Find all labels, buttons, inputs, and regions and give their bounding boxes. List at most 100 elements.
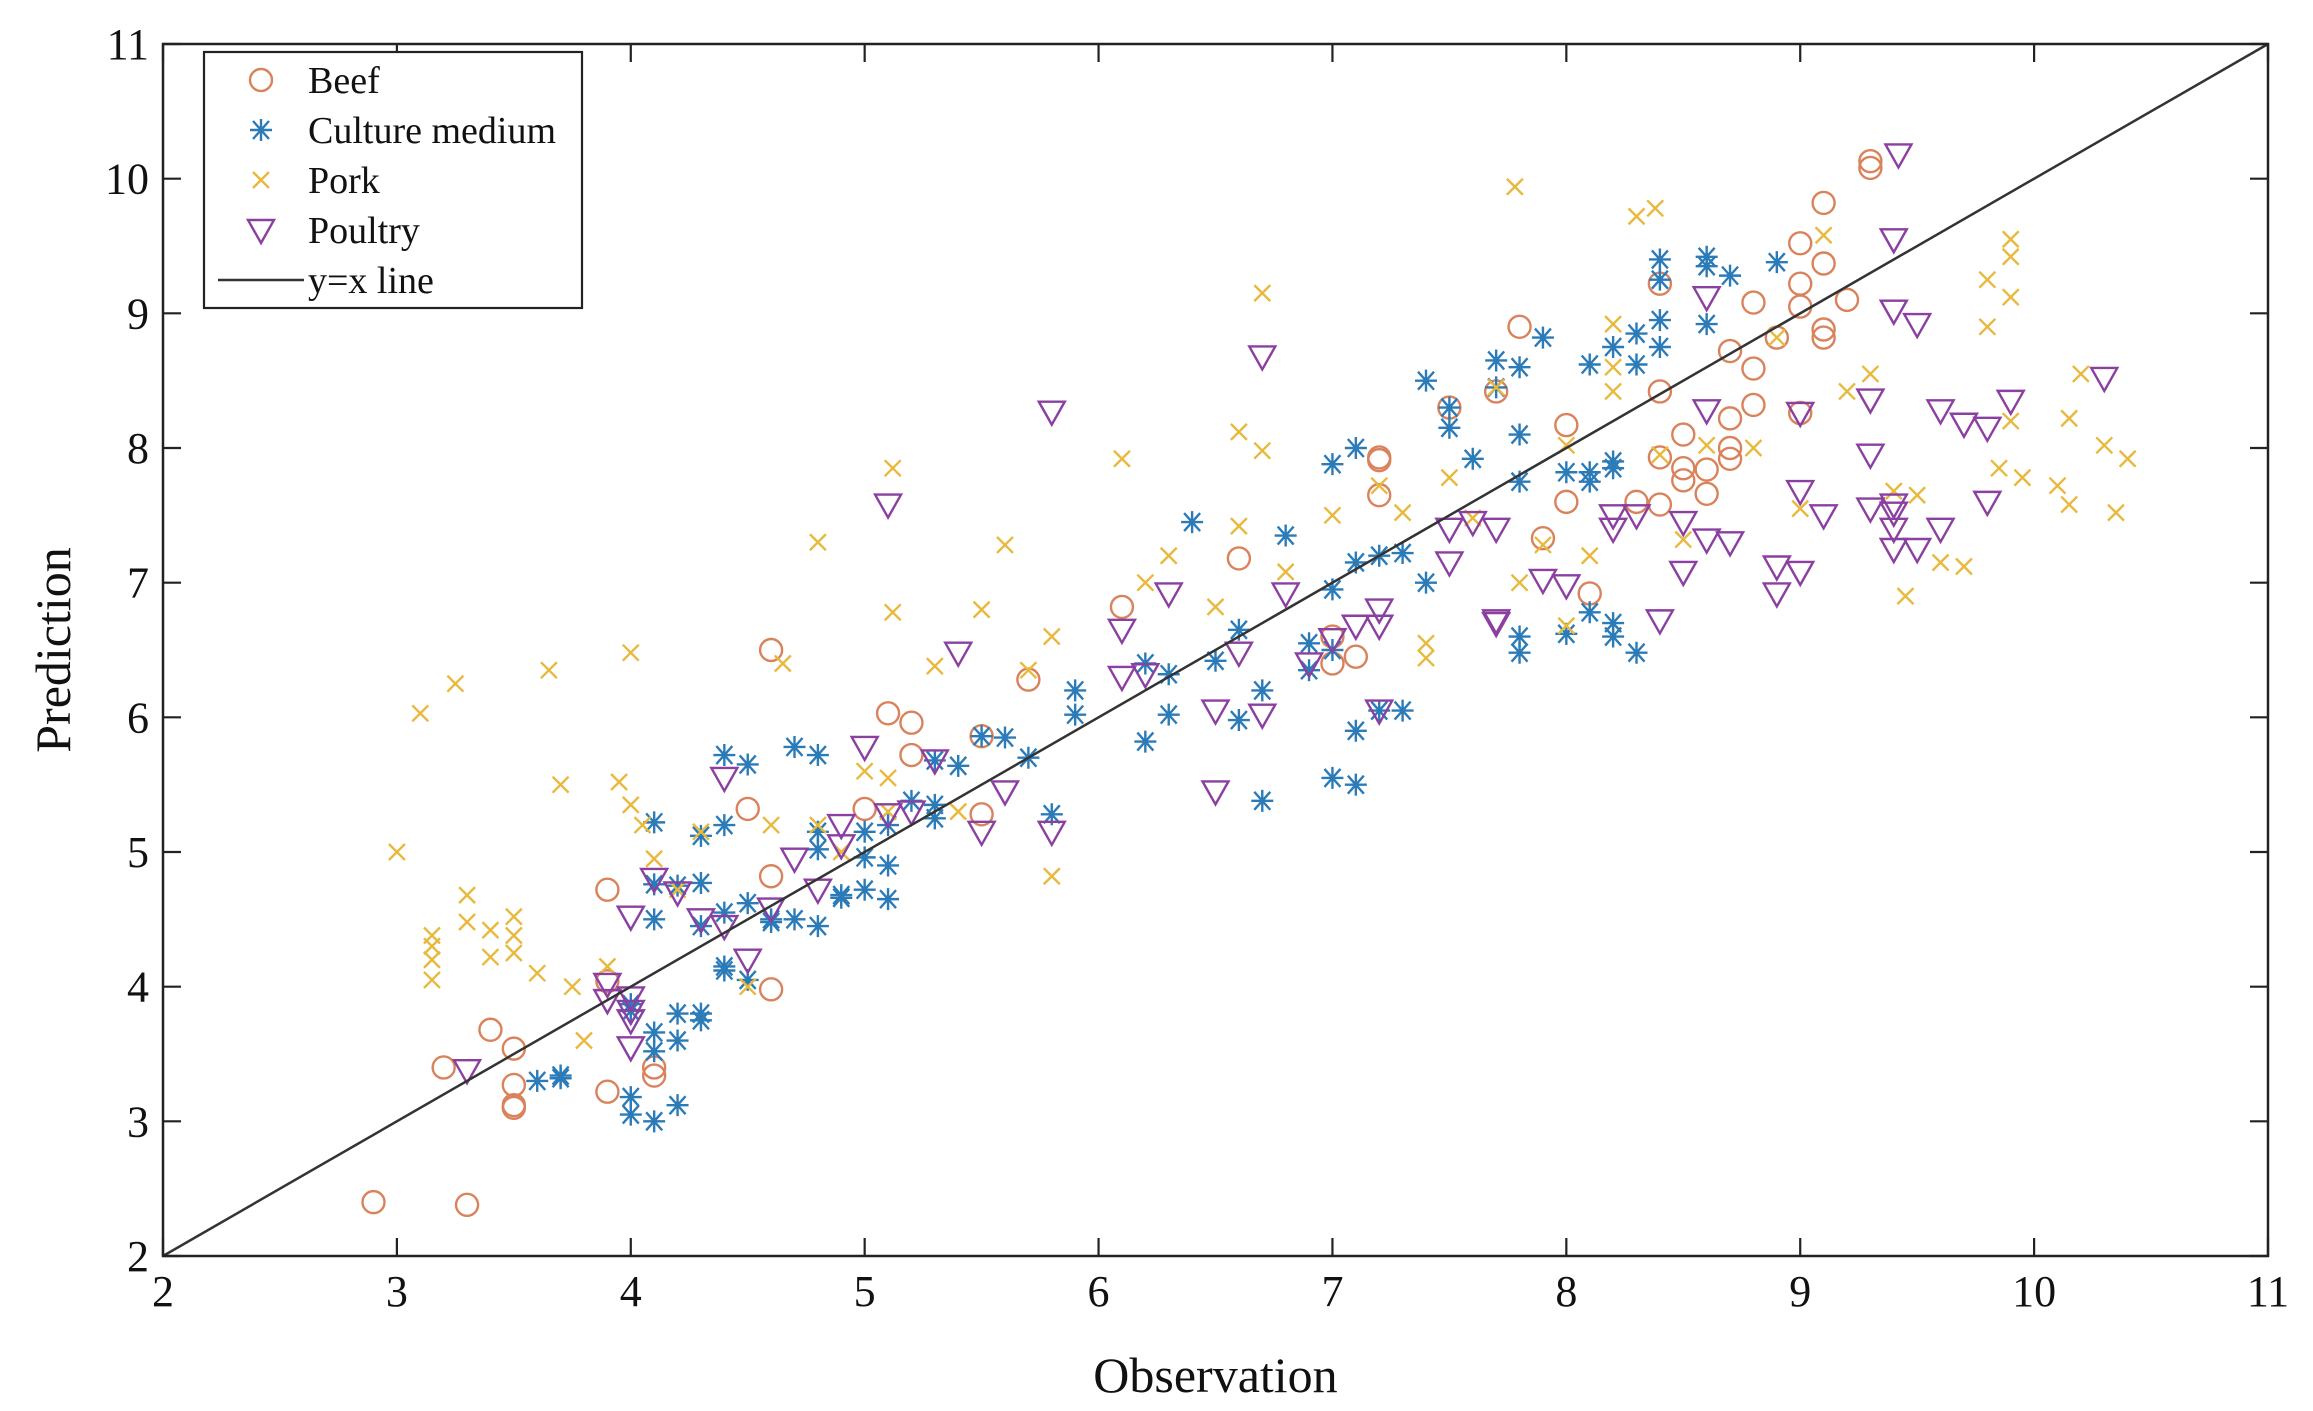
- data-point: [1785, 560, 1816, 588]
- data-point: [758, 637, 784, 663]
- data-point: [1878, 501, 1909, 529]
- y-tick-label: 7: [127, 559, 149, 608]
- y-axis-title: Prediction: [25, 547, 81, 753]
- data-point: [1557, 616, 1576, 635]
- data-point: [1811, 251, 1836, 276]
- data-point: [1461, 447, 1484, 470]
- data-point: [1223, 641, 1254, 669]
- data-point: [1744, 439, 1763, 457]
- data-point: [966, 820, 997, 848]
- data-point: [2072, 365, 2090, 383]
- data-point: [592, 988, 623, 1016]
- data-point: [1761, 582, 1792, 609]
- data-point: [1555, 461, 1578, 484]
- data-point: [689, 871, 712, 894]
- data-point: [1321, 766, 1344, 789]
- data-point: [1226, 546, 1252, 571]
- data-point: [361, 1189, 386, 1215]
- data-point: [1531, 326, 1554, 349]
- data-point: [1858, 148, 1883, 174]
- legend-label: Beef: [308, 60, 380, 102]
- data-point: [1481, 517, 1512, 545]
- data-point: [446, 674, 465, 693]
- data-point: [1883, 143, 1914, 170]
- data-point: [1321, 453, 1344, 476]
- y-equals-x-line: [162, 42, 2269, 1258]
- data-point: [875, 701, 901, 726]
- x-tick-label: 6: [1088, 1267, 1110, 1316]
- y-tick-label: 4: [127, 963, 149, 1012]
- data-point: [1811, 190, 1836, 216]
- data-point: [1227, 618, 1250, 641]
- data-point: [1878, 493, 1909, 520]
- data-point: [1955, 557, 1973, 576]
- data-point: [899, 742, 924, 768]
- data-point: [1990, 459, 2008, 478]
- data-point: [1507, 314, 1532, 339]
- data-point: [1878, 537, 1909, 565]
- y-tick-label: 3: [127, 1097, 149, 1146]
- data-point: [526, 1069, 549, 1092]
- data-point: [1978, 317, 1997, 336]
- legend-label: y=x line: [308, 260, 434, 302]
- data-point: [1767, 328, 1786, 347]
- data-point: [1717, 406, 1743, 431]
- x-tick-label: 9: [1789, 1267, 1811, 1316]
- data-point: [454, 1192, 480, 1218]
- data-point: [2060, 495, 2079, 514]
- data-point: [1674, 530, 1693, 549]
- data-point: [1042, 867, 1061, 886]
- data-point: [528, 964, 547, 983]
- data-point: [478, 1017, 503, 1042]
- legend: Beef Culture medium Pork Poultry y=x line: [202, 50, 584, 310]
- data-point: [1691, 285, 1722, 313]
- data-point: [1648, 309, 1671, 332]
- data-point: [1834, 287, 1860, 313]
- data-point: [809, 816, 827, 834]
- data-point: [592, 972, 623, 1000]
- data-point: [1717, 435, 1743, 461]
- data-point: [1227, 709, 1250, 732]
- data-point: [1811, 317, 1836, 342]
- data-point: [1902, 537, 1933, 565]
- data-point: [1481, 611, 1512, 639]
- data-point: [949, 802, 968, 821]
- data-point: [923, 807, 946, 830]
- data-point: [1598, 504, 1629, 531]
- x-tick-label: 2: [152, 1267, 174, 1316]
- data-point: [1534, 536, 1552, 554]
- data-point: [1391, 699, 1414, 722]
- data-point: [879, 769, 897, 787]
- data-point: [1391, 542, 1414, 565]
- data-point: [1344, 437, 1367, 459]
- data-point: [1695, 313, 1718, 336]
- data-point: [783, 735, 806, 758]
- data-point: [1019, 661, 1038, 680]
- data-point: [1274, 524, 1297, 547]
- data-point: [1042, 627, 1061, 646]
- data-point: [1109, 594, 1135, 620]
- data-point: [855, 762, 874, 781]
- data-point: [563, 977, 582, 996]
- data-point: [1902, 312, 1933, 340]
- x-tick-label: 5: [854, 1267, 876, 1316]
- data-point: [1604, 358, 1622, 377]
- data-point: [1855, 497, 1886, 525]
- data-point: [877, 888, 900, 911]
- data-point: [1668, 560, 1699, 588]
- data-point: [1602, 612, 1625, 635]
- data-point: [1621, 504, 1652, 531]
- data-point: [947, 754, 970, 777]
- data-point: [1200, 780, 1231, 807]
- data-point: [2001, 288, 2020, 307]
- data-point: [883, 459, 902, 478]
- data-point: [689, 1009, 712, 1032]
- x-tick-label: 11: [2247, 1267, 2289, 1316]
- data-point: [481, 921, 500, 939]
- data-point: [666, 1094, 689, 1117]
- data-point: [549, 1067, 572, 1090]
- data-point: [1694, 481, 1719, 506]
- data-point: [1370, 476, 1389, 495]
- data-point: [1694, 457, 1719, 482]
